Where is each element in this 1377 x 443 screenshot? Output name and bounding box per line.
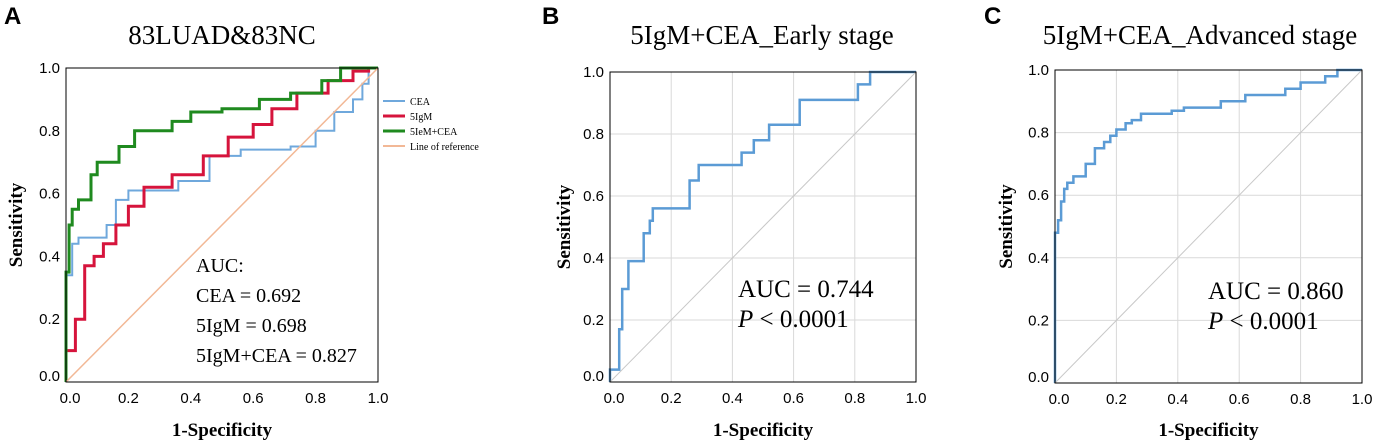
panel-a-plot-frame	[65, 67, 379, 383]
panel-b-xtick-label-1: 0.2	[661, 390, 682, 407]
panel-a-auc-combined: 5IgM+CEA = 0.827	[196, 345, 357, 367]
panel-c-ytick-label-4: 0.8	[1028, 125, 1049, 142]
panel-c-chart: 0.0 0.2 0.4 0.6 0.8 1.0 0.0 0.2 0.4 0.6 0.8 1.0 1-Sp…	[996, 62, 1372, 441]
panel-b-p-value: < 0.0001	[753, 306, 848, 333]
panel-a-xtick-label-3: 0.6	[243, 390, 264, 407]
panel-c-series-roc	[1053, 68, 1362, 383]
panel-a-auc-cea: CEA = 0.692	[196, 285, 301, 307]
panel-b-xtick-label-0: 0.0	[604, 390, 625, 407]
panel-c-xtick-label-4: 0.8	[1290, 391, 1311, 408]
panel-a-ytick-label-3: 0.6	[39, 186, 60, 203]
panel-a-chart: 0.0 0.2 0.4 0.6 0.8 1.0 0.0 0.2 0.4 0.6 0.8 1.0 1-Sp…	[6, 60, 388, 441]
legend-label-5igm-cea: 5IeM+CEA	[410, 127, 458, 138]
panel-a-x-axis-label: 1-Specificity	[172, 420, 273, 441]
panel-a-title: 83LUAD&83NC	[128, 20, 316, 50]
legend-label-reference: Line of reference	[410, 142, 479, 153]
panel-c-p-value: < 0.0001	[1223, 308, 1318, 335]
panel-b-ytick-label-4: 0.8	[583, 126, 604, 143]
panel-c-pvalue: P < 0.0001	[1207, 308, 1319, 335]
panel-b-series-reference	[609, 71, 917, 383]
panel-a-auc-5igm: 5IgM = 0.698	[196, 315, 307, 337]
panel-a-xtick-label-1: 0.2	[118, 390, 139, 407]
panel-c-ytick-label-2: 0.4	[1028, 250, 1049, 267]
panel-a-ytick-label-4: 0.8	[39, 123, 60, 140]
panel-b-ytick-label-0: 0.0	[583, 368, 604, 385]
panel-a-xtick-label-2: 0.4	[180, 390, 201, 407]
panel-a-xtick-label-5: 1.0	[368, 390, 389, 407]
panel-c-letter: C	[984, 3, 1001, 30]
legend-label-cea: CEA	[410, 97, 431, 108]
panel-b-y-axis-label: Sensitivity	[554, 184, 575, 269]
panel-c-xtick-label-2: 0.4	[1167, 391, 1188, 408]
panel-b-x-axis-label: 1-Specificity	[713, 420, 814, 441]
panel-b-auc: AUC = 0.744	[738, 276, 874, 303]
panel-b-ytick-label-2: 0.4	[583, 250, 604, 267]
panel-b-ytick-label-1: 0.2	[583, 312, 604, 329]
panel-c-xtick-label-1: 0.2	[1106, 391, 1127, 408]
panel-c-ytick-label-0: 0.0	[1028, 369, 1049, 386]
panel-c-xtick-label-3: 0.6	[1229, 391, 1250, 408]
panel-c-ytick-label-3: 0.6	[1028, 187, 1049, 204]
panel-c-ytick-label-5: 1.0	[1028, 62, 1049, 79]
panel-a-ytick-label-1: 0.2	[39, 311, 60, 328]
panel-a-xtick-label-0: 0.0	[60, 390, 81, 407]
panel-b-ytick-label-3: 0.6	[583, 188, 604, 205]
panel-b-xtick-label-3: 0.6	[783, 390, 804, 407]
panel-c-plot-frame	[1054, 69, 1363, 384]
panel-b-p-symbol: P	[737, 306, 753, 333]
panel-b-chart: 0.0 0.2 0.4 0.6 0.8 1.0 0.0 0.2 0.4 0.6 0.8 1.0 1-Sp…	[554, 64, 926, 441]
panel-c-y-axis-label: Sensitivity	[996, 184, 1017, 269]
panel-a-series-5igm-plus-cea	[64, 66, 378, 382]
panel-c-ytick-label-1: 0.2	[1028, 312, 1049, 329]
panel-a-auc-heading: AUC:	[196, 255, 244, 277]
panel-c-x-axis-label: 1-Specificity	[1158, 420, 1259, 441]
panel-c-xtick-label-0: 0.0	[1049, 391, 1070, 408]
panel-a-ytick-label-5: 1.0	[39, 60, 60, 77]
panel-b-letter: B	[542, 3, 559, 30]
panel-c-auc: AUC = 0.860	[1208, 278, 1344, 305]
panel-a-y-axis-label: Sensitivity	[6, 182, 27, 267]
panel-a-xtick-label-4: 0.8	[305, 390, 326, 407]
legend-label-5igm: 5IgM	[410, 112, 432, 123]
panel-a-ytick-label-0: 0.0	[39, 368, 60, 385]
panel-b-series-roc	[608, 70, 916, 382]
panel-b-xtick-label-5: 1.0	[906, 390, 927, 407]
panel-b-xtick-label-2: 0.4	[722, 390, 743, 407]
panel-c-p-symbol: P	[1207, 308, 1223, 335]
panel-c-xtick-label-5: 1.0	[1352, 391, 1373, 408]
panel-b-pvalue: P < 0.0001	[737, 306, 849, 333]
panel-b-title: 5IgM+CEA_Early stage	[630, 20, 893, 50]
panel-a-ytick-label-2: 0.4	[39, 248, 60, 265]
panel-b-plot-frame	[609, 71, 917, 383]
panel-b-ytick-label-5: 1.0	[583, 64, 604, 81]
panel-c-series-reference	[1054, 69, 1363, 384]
panel-a-legend: CEA 5IgM 5IeM+CEA Line of reference	[383, 97, 479, 153]
panel-a-series-5igm	[64, 66, 378, 382]
panel-b-xtick-label-4: 0.8	[844, 390, 865, 407]
panel-a-series-line-of-reference	[65, 67, 379, 383]
panel-c-title: 5IgM+CEA_Advanced stage	[1043, 20, 1357, 50]
panel-a-letter: A	[4, 3, 21, 30]
